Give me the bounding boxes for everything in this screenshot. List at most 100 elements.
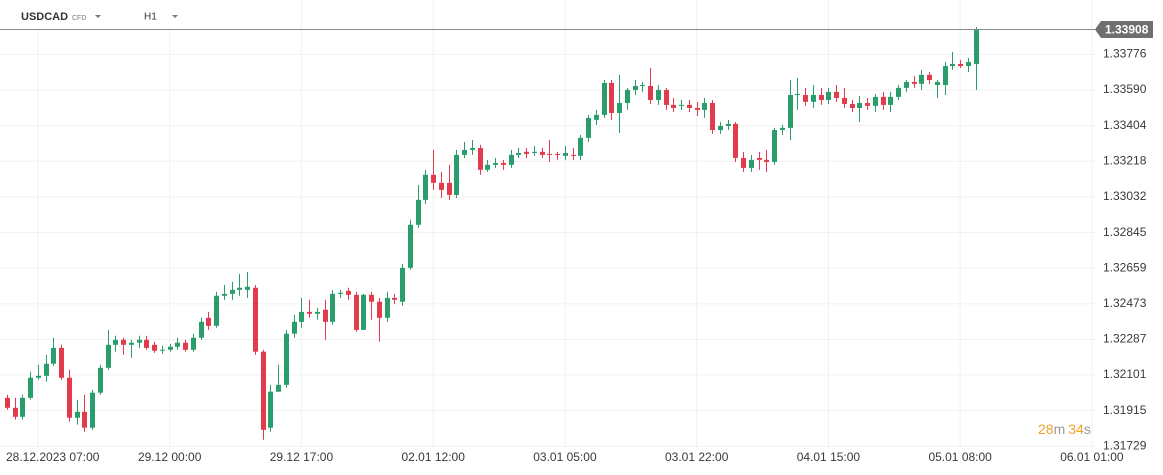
timeframe[interactable]: H1	[144, 12, 157, 23]
candle-body	[640, 85, 645, 87]
y-tick-label: 1.33590	[1103, 82, 1147, 96]
candle-body	[819, 94, 824, 100]
candle-body	[501, 162, 506, 165]
candle-body	[323, 309, 328, 322]
x-tick-label: 28.12.2023 07:00	[6, 450, 100, 464]
candle-body	[90, 392, 95, 428]
candle-body	[137, 339, 142, 343]
toolbar-bg	[10, 0, 188, 28]
countdown-m: m	[1054, 421, 1066, 437]
candle-body	[106, 344, 111, 368]
countdown-minutes: 28	[1038, 421, 1054, 437]
candle-body	[617, 103, 622, 113]
candle-body	[904, 81, 909, 88]
candle-body	[834, 91, 839, 99]
y-tick-label: 1.33032	[1103, 189, 1147, 203]
candle-body	[51, 347, 56, 364]
candle-body	[439, 182, 444, 190]
candle-body	[447, 182, 452, 195]
instrument-type: CFD	[72, 15, 86, 22]
candle-body	[385, 297, 390, 318]
symbol-dropdown[interactable]	[95, 15, 101, 18]
candle-body	[757, 157, 762, 160]
candle-body	[602, 82, 607, 115]
x-tick-label: 03.01 05:00	[533, 450, 597, 464]
candle-body	[671, 104, 676, 108]
candle-body	[369, 294, 374, 302]
candle-body	[160, 349, 165, 351]
candle-body	[679, 104, 684, 106]
candle-body	[168, 346, 173, 350]
candle-body	[338, 292, 343, 294]
candle-body	[555, 153, 560, 155]
candle-body	[586, 117, 591, 138]
candle-body	[788, 94, 793, 128]
candle-body	[5, 397, 10, 408]
candle-body	[129, 342, 134, 345]
candle-body	[416, 199, 421, 225]
candle-body	[912, 81, 917, 84]
candle-body	[408, 224, 413, 268]
candle-body	[919, 74, 924, 84]
candle-body	[524, 151, 529, 154]
y-tick-label: 1.33776	[1103, 47, 1147, 61]
candle-body	[13, 407, 18, 417]
candle-body	[307, 311, 312, 314]
countdown-s: s	[1084, 421, 1091, 437]
candle-body	[245, 286, 250, 290]
candle-body	[276, 384, 281, 392]
y-tick-label: 1.31915	[1103, 403, 1147, 417]
candle-body	[191, 337, 196, 350]
candle-body	[67, 377, 72, 418]
candle-body	[82, 411, 87, 428]
candle-body	[121, 339, 126, 345]
candle-body	[230, 289, 235, 294]
x-tick-label: 29.12 17:00	[270, 450, 334, 464]
y-tick-label: 1.31729	[1103, 438, 1147, 452]
last-price-label: 1.33908	[1105, 23, 1149, 37]
candle-body	[958, 63, 963, 67]
candle-body	[354, 294, 359, 330]
x-tick-label: 05.01 08:00	[928, 450, 992, 464]
candle-body	[795, 94, 800, 96]
x-tick-label: 06.01 01:00	[1060, 450, 1124, 464]
candle-body	[749, 159, 754, 168]
candle-body	[222, 293, 227, 296]
candle-body	[764, 159, 769, 162]
y-tick-label: 1.33218	[1103, 153, 1147, 167]
candle-body	[299, 311, 304, 322]
candle-body	[20, 397, 25, 417]
candle-body	[284, 333, 289, 385]
y-tick-label: 1.33404	[1103, 118, 1147, 132]
candle-body	[664, 89, 669, 105]
candle-body	[656, 89, 661, 100]
timeframe-dropdown[interactable]	[172, 15, 178, 18]
candle-body	[842, 98, 847, 104]
candle-body	[625, 89, 630, 104]
candle-body	[315, 311, 320, 314]
candle-body	[726, 123, 731, 126]
candle-body	[346, 290, 351, 295]
candle-body	[741, 157, 746, 168]
candle-body	[253, 287, 258, 352]
candle-body	[950, 63, 955, 67]
x-tick-label: 03.01 22:00	[665, 450, 729, 464]
candle-body	[888, 96, 893, 105]
candle-body	[873, 96, 878, 106]
candle-body	[710, 103, 715, 130]
y-tick-label: 1.32287	[1103, 332, 1147, 346]
candle-body	[966, 62, 971, 67]
candle-body	[571, 154, 576, 156]
x-tick-label: 02.01 12:00	[401, 450, 465, 464]
candle-body	[206, 317, 211, 326]
candle-body	[98, 367, 103, 393]
x-tick-label: 29.12 00:00	[138, 450, 202, 464]
y-tick-label: 1.32845	[1103, 225, 1147, 239]
candle-body	[75, 411, 80, 418]
symbol[interactable]: USDCAD	[21, 11, 68, 23]
candle-body	[59, 347, 64, 378]
y-tick-label: 1.32101	[1103, 367, 1147, 381]
candle-body	[292, 321, 297, 334]
